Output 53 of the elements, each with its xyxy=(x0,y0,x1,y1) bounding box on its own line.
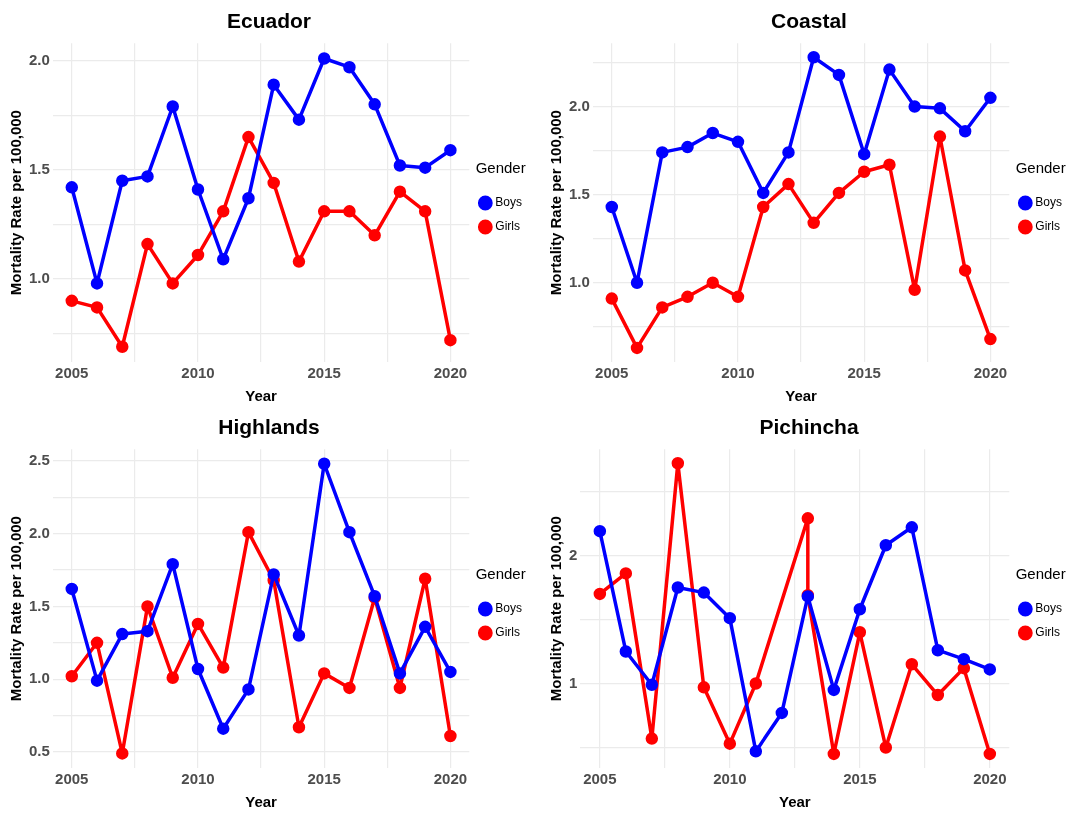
x-tick-label: 2015 xyxy=(843,770,877,788)
y-tick-label: 1.0 xyxy=(28,269,50,287)
y-tick-label: 2.0 xyxy=(28,523,50,541)
y-tick-label: 1.5 xyxy=(28,596,50,614)
x-tick-label: 2005 xyxy=(55,364,89,382)
y-tick-label: 1.5 xyxy=(568,184,590,202)
x-tick-label: 2020 xyxy=(433,770,468,788)
x-tick-label: 2020 xyxy=(973,770,1007,788)
y-axis-title: Mortality Rate per 100,000 xyxy=(547,516,565,702)
legend-label: Girls xyxy=(495,625,520,640)
legend-label: Boys xyxy=(495,195,523,210)
x-axis-title: Year xyxy=(245,793,278,811)
legend-label: Boys xyxy=(495,601,523,616)
x-tick-label: 2015 xyxy=(307,364,341,382)
legend-label: Girls xyxy=(495,219,520,234)
x-tick-label: 2010 xyxy=(181,770,215,788)
chart-title: Coastal xyxy=(771,9,847,33)
legend-label: Girls xyxy=(1035,219,1060,234)
chart-title: Pichincha xyxy=(759,415,859,439)
y-tick-label: 2.0 xyxy=(28,50,50,68)
x-tick-label: 2010 xyxy=(713,770,747,788)
x-tick-label: 2020 xyxy=(433,364,468,382)
y-tick-label: 1.0 xyxy=(28,669,50,687)
y-tick-label: 2.0 xyxy=(568,96,590,114)
legend-label: Girls xyxy=(1035,625,1060,640)
legend-title: Gender xyxy=(1015,158,1066,176)
y-axis-title: Mortality Rate per 100,000 xyxy=(7,110,25,296)
x-tick-label: 2020 xyxy=(973,364,1008,382)
legend-label: Boys xyxy=(1035,195,1063,210)
x-tick-label: 2005 xyxy=(55,770,89,788)
y-tick-label: 1 xyxy=(569,673,578,691)
x-tick-label: 2005 xyxy=(583,770,617,788)
x-tick-label: 2010 xyxy=(721,364,755,382)
y-tick-label: 2 xyxy=(569,545,578,563)
x-tick-label: 2015 xyxy=(307,770,341,788)
chart-title: Ecuador xyxy=(226,9,312,33)
legend-title: Gender xyxy=(475,564,526,582)
y-tick-label: 0.5 xyxy=(28,742,50,760)
y-tick-label: 1.5 xyxy=(28,159,50,177)
x-tick-label: 2010 xyxy=(181,364,215,382)
y-axis-title: Mortality Rate per 100,000 xyxy=(547,110,565,296)
chart-title: Highlands xyxy=(218,415,320,439)
x-tick-label: 2015 xyxy=(847,364,881,382)
x-axis-title: Year xyxy=(778,793,811,811)
x-tick-label: 2005 xyxy=(595,364,629,382)
x-axis-title: Year xyxy=(785,387,818,405)
y-tick-label: 1.0 xyxy=(568,272,590,290)
legend-title: Gender xyxy=(1015,564,1066,582)
x-axis-title: Year xyxy=(245,387,278,405)
y-axis-title: Mortality Rate per 100,000 xyxy=(7,516,25,702)
y-tick-label: 2.5 xyxy=(28,450,50,468)
legend-title: Gender xyxy=(475,158,526,176)
legend-label: Boys xyxy=(1035,601,1063,616)
